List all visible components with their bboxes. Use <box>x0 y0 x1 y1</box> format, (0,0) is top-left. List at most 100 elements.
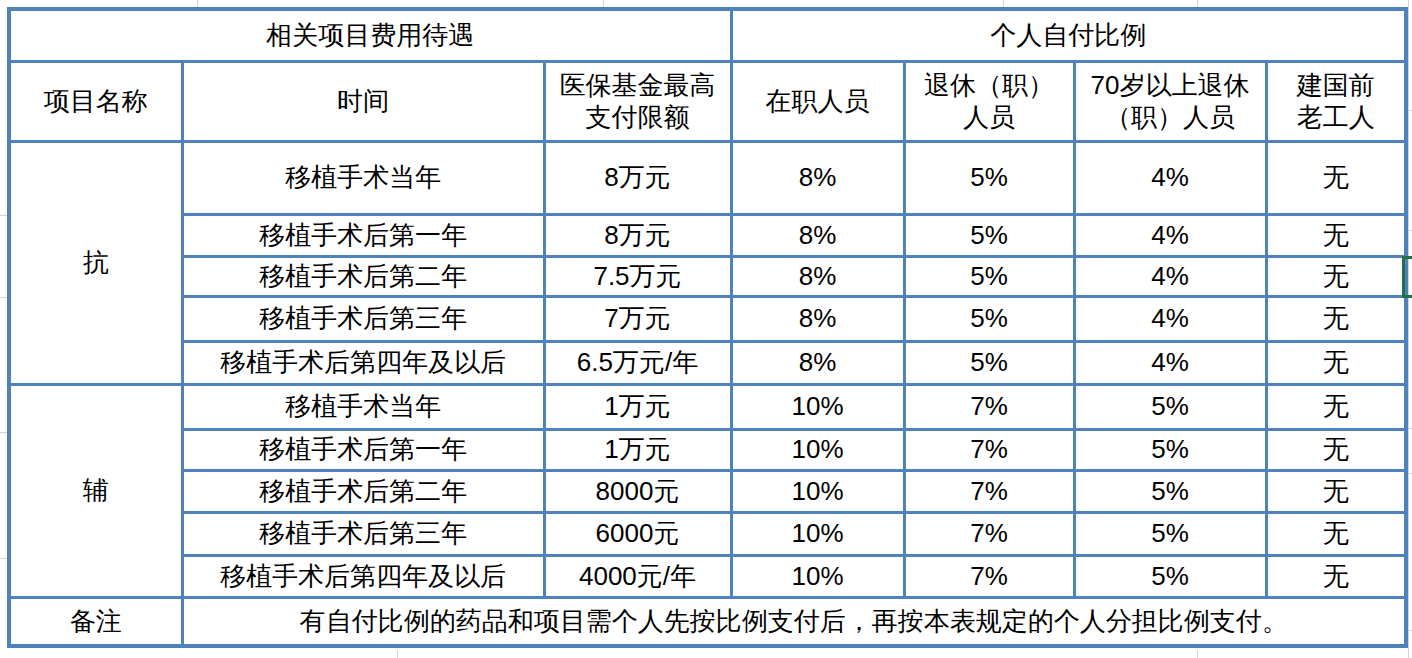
table-row: 移植手术后第一年 1万元 10% 7% 5% 无 <box>9 429 1406 470</box>
table-row: 移植手术后第一年 8万元 8% 5% 4% 无 <box>9 214 1406 256</box>
cell-time[interactable]: 移植手术后第一年 <box>182 214 544 256</box>
cell-active-rate[interactable]: 10% <box>731 512 904 555</box>
cell-time[interactable]: 移植手术后第四年及以后 <box>182 341 544 384</box>
col-header-project-name[interactable]: 项目名称 <box>9 61 182 141</box>
gridline <box>0 558 7 559</box>
cell-active-rate[interactable]: 8% <box>731 296 904 341</box>
benefits-table: 相关项目费用待遇 个人自付比例 项目名称 时间 医保基金最高支付限额 在职人员 … <box>7 7 1408 648</box>
cell-retired-rate[interactable]: 7% <box>904 384 1074 429</box>
cell-retired-rate[interactable]: 7% <box>904 429 1074 470</box>
col-header-time[interactable]: 时间 <box>182 61 544 141</box>
cell-retired-rate[interactable]: 7% <box>904 512 1074 555</box>
cell-over70-rate[interactable]: 5% <box>1074 470 1266 512</box>
cell-retired-rate[interactable]: 5% <box>904 141 1074 214</box>
merged-header-personal-copay[interactable]: 个人自付比例 <box>731 9 1406 61</box>
cell-time[interactable]: 移植手术后第三年 <box>182 512 544 555</box>
cell-active-rate[interactable]: 8% <box>731 256 904 296</box>
cell-limit[interactable]: 8万元 <box>544 141 731 214</box>
cell-active-rate[interactable]: 10% <box>731 384 904 429</box>
cell-over70-rate[interactable]: 4% <box>1074 256 1266 296</box>
cell-over70-rate[interactable]: 4% <box>1074 141 1266 214</box>
cell-active-rate[interactable]: 10% <box>731 470 904 512</box>
table-row: 移植手术后第四年及以后 6.5万元/年 8% 5% 4% 无 <box>9 341 1406 384</box>
cell-limit[interactable]: 4000元/年 <box>544 555 731 597</box>
header-line: 退休（职） <box>910 69 1069 102</box>
table-row: 移植手术后第三年 6000元 10% 7% 5% 无 <box>9 512 1406 555</box>
cell-active-rate[interactable]: 8% <box>731 341 904 384</box>
cell-over70-rate[interactable]: 5% <box>1074 384 1266 429</box>
header-line: 在职人员 <box>737 85 899 118</box>
gridline <box>397 650 398 658</box>
col-header-pre-liberation-workers[interactable]: 建国前老工人 <box>1266 61 1406 141</box>
gridline <box>197 0 198 7</box>
cell-pre-liberation[interactable]: 无 <box>1266 214 1406 256</box>
note-text-cell[interactable]: 有自付比例的药品和项目需个人先按比例支付后，再按本表规定的个人分担比例支付。 <box>182 597 1406 646</box>
cell-over70-rate[interactable]: 5% <box>1074 512 1266 555</box>
header-line: 人员 <box>910 101 1069 134</box>
cell-active-rate[interactable]: 10% <box>731 429 904 470</box>
cell-limit[interactable]: 6000元 <box>544 512 731 555</box>
table-row-note: 备注 有自付比例的药品和项目需个人先按比例支付后，再按本表规定的个人分担比例支付… <box>9 597 1406 646</box>
group-cell-fu[interactable]: 辅 <box>9 384 182 597</box>
cell-pre-liberation[interactable]: 无 <box>1266 384 1406 429</box>
cell-pre-liberation[interactable]: 无 <box>1266 429 1406 470</box>
cell-time[interactable]: 移植手术后第四年及以后 <box>182 555 544 597</box>
cell-active-rate[interactable]: 8% <box>731 214 904 256</box>
header-line: 老工人 <box>1272 101 1401 134</box>
cell-retired-rate[interactable]: 5% <box>904 296 1074 341</box>
gridline <box>0 215 7 216</box>
cell-time[interactable]: 移植手术后第三年 <box>182 296 544 341</box>
table-row: 移植手术后第四年及以后 4000元/年 10% 7% 5% 无 <box>9 555 1406 597</box>
header-line: 时间 <box>188 85 539 118</box>
gridline <box>603 0 604 7</box>
gridline <box>0 297 7 298</box>
cell-retired-rate[interactable]: 5% <box>904 256 1074 296</box>
cell-pre-liberation[interactable]: 无 <box>1266 512 1406 555</box>
col-header-retired-over-70[interactable]: 70岁以上退休（职）人员 <box>1074 61 1266 141</box>
cell-retired-rate[interactable]: 7% <box>904 555 1074 597</box>
cell-over70-rate[interactable]: 4% <box>1074 341 1266 384</box>
cell-limit[interactable]: 8万元 <box>544 214 731 256</box>
cell-pre-liberation[interactable]: 无 <box>1266 555 1406 597</box>
group-cell-kang[interactable]: 抗 <box>9 141 182 384</box>
cell-pre-liberation[interactable]: 无 <box>1266 141 1406 214</box>
cell-pre-liberation[interactable]: 无 <box>1266 256 1406 296</box>
table-row: 移植手术后第二年 7.5万元 8% 5% 4% 无 <box>9 256 1406 296</box>
cell-over70-rate[interactable]: 5% <box>1074 429 1266 470</box>
cell-pre-liberation[interactable]: 无 <box>1266 341 1406 384</box>
cell-over70-rate[interactable]: 4% <box>1074 296 1266 341</box>
col-header-fund-max-limit[interactable]: 医保基金最高支付限额 <box>544 61 731 141</box>
cell-time[interactable]: 移植手术后第二年 <box>182 256 544 296</box>
gridline <box>1197 0 1198 7</box>
cell-active-rate[interactable]: 8% <box>731 141 904 214</box>
cell-retired-rate[interactable]: 5% <box>904 341 1074 384</box>
active-cell-selection <box>1402 256 1412 298</box>
cell-limit[interactable]: 7.5万元 <box>544 256 731 296</box>
table-row: 抗 移植手术当年 8万元 8% 5% 4% 无 <box>9 141 1406 214</box>
col-header-retired-employees[interactable]: 退休（职）人员 <box>904 61 1074 141</box>
merged-header-project-benefits[interactable]: 相关项目费用待遇 <box>9 9 731 61</box>
cell-time[interactable]: 移植手术当年 <box>182 141 544 214</box>
col-header-active-employees[interactable]: 在职人员 <box>731 61 904 141</box>
cell-limit[interactable]: 1万元 <box>544 384 731 429</box>
header-line: 70岁以上退休 <box>1080 69 1261 102</box>
cell-time[interactable]: 移植手术后第二年 <box>182 470 544 512</box>
cell-limit[interactable]: 6.5万元/年 <box>544 341 731 384</box>
cell-retired-rate[interactable]: 7% <box>904 470 1074 512</box>
cell-pre-liberation[interactable]: 无 <box>1266 470 1406 512</box>
cell-limit[interactable]: 7万元 <box>544 296 731 341</box>
cell-retired-rate[interactable]: 5% <box>904 214 1074 256</box>
note-label-cell[interactable]: 备注 <box>9 597 182 646</box>
gridline <box>1408 0 1409 658</box>
cell-limit[interactable]: 8000元 <box>544 470 731 512</box>
table-row: 移植手术后第二年 8000元 10% 7% 5% 无 <box>9 470 1406 512</box>
cell-time[interactable]: 移植手术当年 <box>182 384 544 429</box>
header-line: 医保基金最高 <box>550 69 726 102</box>
cell-limit[interactable]: 1万元 <box>544 429 731 470</box>
cell-over70-rate[interactable]: 4% <box>1074 214 1266 256</box>
header-line: 支付限额 <box>550 101 726 134</box>
cell-time[interactable]: 移植手术后第一年 <box>182 429 544 470</box>
cell-over70-rate[interactable]: 5% <box>1074 555 1266 597</box>
cell-active-rate[interactable]: 10% <box>731 555 904 597</box>
cell-pre-liberation[interactable]: 无 <box>1266 296 1406 341</box>
